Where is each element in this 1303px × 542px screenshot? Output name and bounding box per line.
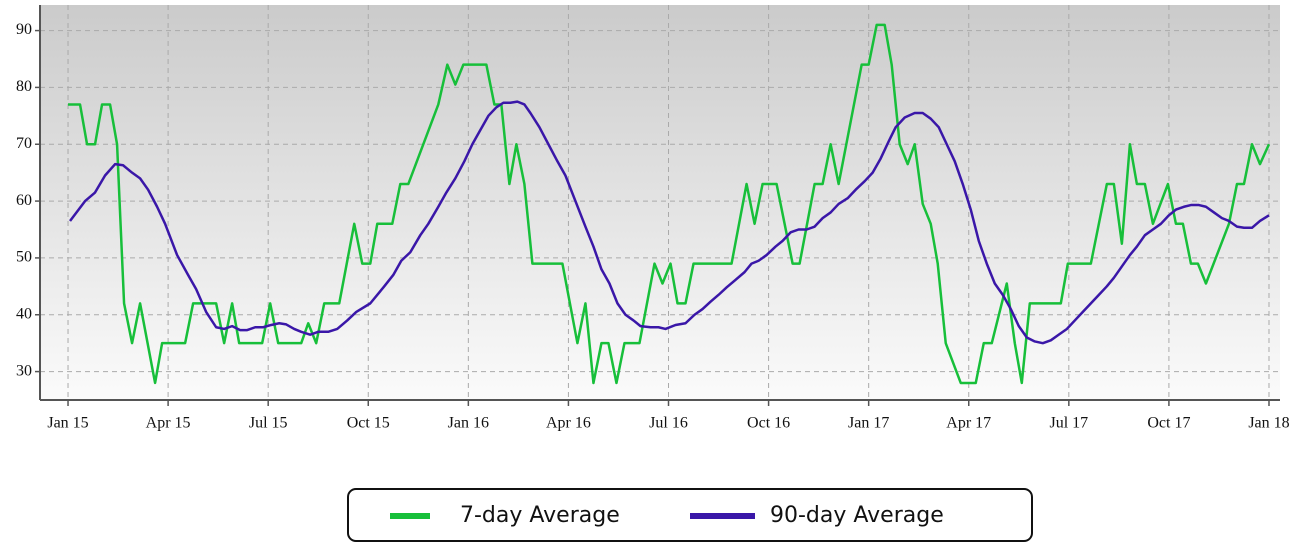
- x-tick-label: Jul 15: [249, 415, 288, 432]
- x-tick-label: Jul 16: [649, 415, 688, 432]
- x-tick-label: Jan 15: [47, 415, 88, 432]
- x-tick-label: Oct 15: [347, 415, 390, 432]
- y-tick-label: 50: [16, 249, 32, 266]
- y-tick-label: 90: [16, 21, 32, 38]
- y-tick-label: 80: [16, 78, 32, 95]
- x-tick-label: Oct 17: [1147, 415, 1190, 432]
- grid: [40, 5, 1280, 400]
- x-tick-label: Jan 18: [1248, 415, 1289, 432]
- x-tick-label: Jul 17: [1049, 415, 1088, 432]
- legend-entries: 7-day Average 90-day Average: [390, 503, 944, 528]
- x-tick-label: Apr 17: [946, 415, 991, 432]
- series-line: [69, 100, 1270, 345]
- series-line: [68, 23, 1271, 385]
- y-tick-label: 60: [16, 192, 32, 209]
- x-tick-label: Oct 16: [747, 415, 790, 432]
- y-tick-label: 40: [16, 305, 32, 322]
- legend-label: 90-day Average: [770, 503, 944, 528]
- legend-label: 7-day Average: [460, 503, 620, 528]
- x-tick-label: Apr 16: [546, 415, 591, 432]
- x-tick-label: Jan 16: [448, 415, 489, 432]
- ticks: 30 40 50 60 70 80 90 Jan 15 Apr 15 Jul 15 Oct 15 Ja…: [16, 21, 1290, 431]
- lines: [68, 23, 1271, 385]
- y-tick-label: 30: [16, 362, 32, 379]
- x-tick-label: Apr 15: [146, 415, 191, 432]
- plot-area: [40, 5, 1280, 400]
- y-tick-label: 70: [16, 135, 32, 152]
- x-tick-label: Jan 17: [848, 415, 889, 432]
